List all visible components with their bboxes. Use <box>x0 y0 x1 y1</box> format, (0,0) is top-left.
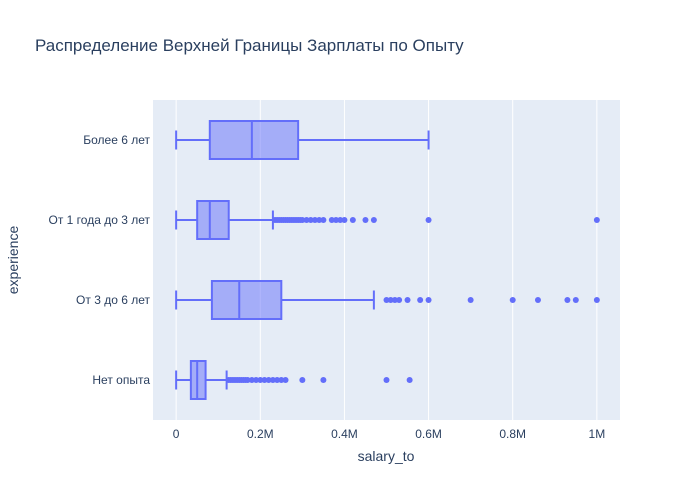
outlier-point[interactable] <box>337 217 344 223</box>
outlier-point[interactable] <box>391 297 398 303</box>
outlier-point[interactable] <box>265 377 272 383</box>
outlier-point[interactable] <box>261 377 268 383</box>
outlier-point[interactable] <box>320 217 327 223</box>
outlier-point[interactable] <box>417 297 424 303</box>
x-axis-ticks: 0 0.2M 0.4M 0.6M 0.8M 1M <box>173 427 605 441</box>
outlier-point[interactable] <box>572 297 579 303</box>
outlier-point[interactable] <box>383 297 390 303</box>
box-3[interactable] <box>175 360 413 400</box>
iqr-box[interactable] <box>208 120 300 160</box>
outlier-point[interactable] <box>467 297 474 303</box>
x-tick-label: 0.6M <box>415 427 442 441</box>
outlier-point[interactable] <box>509 297 516 303</box>
outlier-point[interactable] <box>362 217 369 223</box>
box-0[interactable] <box>175 120 430 160</box>
outlier-point[interactable] <box>593 217 600 223</box>
outlier-point[interactable] <box>282 377 289 383</box>
x-tick-label: 0.4M <box>331 427 358 441</box>
outlier-point[interactable] <box>244 377 251 383</box>
outlier-point[interactable] <box>257 377 264 383</box>
x-tick-label: 1M <box>589 427 606 441</box>
outlier-point[interactable] <box>311 217 318 223</box>
boxes <box>175 120 600 400</box>
outlier-point[interactable] <box>404 297 411 303</box>
outlier-point[interactable] <box>370 217 377 223</box>
x-tick-label: 0.2M <box>247 427 274 441</box>
outlier-point[interactable] <box>274 377 281 383</box>
y-tick-label: От 1 года до 3 лет <box>49 213 151 227</box>
outlier-point[interactable] <box>593 297 600 303</box>
outlier-point[interactable] <box>253 377 260 383</box>
outlier-point[interactable] <box>248 377 255 383</box>
x-axis-title: salary_to <box>358 448 415 464</box>
outlier-point[interactable] <box>299 377 306 383</box>
y-tick-label: Более 6 лет <box>83 133 150 147</box>
chart-title: Распределение Верхней Границы Зарплаты п… <box>35 36 464 55</box>
outlier-point[interactable] <box>396 297 403 303</box>
outlier-point[interactable] <box>299 217 306 223</box>
outlier-point[interactable] <box>425 217 432 223</box>
y-tick-label: От 3 до 6 лет <box>76 293 150 307</box>
outlier-point[interactable] <box>303 217 310 223</box>
iqr-box[interactable] <box>196 200 230 240</box>
outlier-point[interactable] <box>333 217 340 223</box>
outlier-point[interactable] <box>316 217 323 223</box>
iqr-box[interactable] <box>189 360 207 400</box>
outlier-point[interactable] <box>425 297 432 303</box>
y-tick-label: Нет опыта <box>92 373 150 387</box>
outlier-point[interactable] <box>534 297 541 303</box>
outlier-point[interactable] <box>269 377 276 383</box>
y-axis-ticks: Более 6 лет От 1 года до 3 лет От 3 до 6 л… <box>49 133 151 387</box>
outlier-point[interactable] <box>278 377 285 383</box>
outlier-point[interactable] <box>328 217 335 223</box>
outlier-point[interactable] <box>387 297 394 303</box>
outlier-point[interactable] <box>564 297 571 303</box>
outlier-point[interactable] <box>320 377 327 383</box>
box-1[interactable] <box>175 200 600 240</box>
x-tick-label: 0 <box>173 427 180 441</box>
y-axis-title: experience <box>5 226 21 295</box>
outlier-point[interactable] <box>349 217 356 223</box>
outlier-point[interactable] <box>341 217 348 223</box>
outlier-point[interactable] <box>406 377 413 383</box>
box-2[interactable] <box>175 280 600 320</box>
x-tick-label: 0.8M <box>499 427 526 441</box>
outlier-point[interactable] <box>307 217 314 223</box>
iqr-box[interactable] <box>210 280 283 320</box>
outlier-point[interactable] <box>383 377 390 383</box>
